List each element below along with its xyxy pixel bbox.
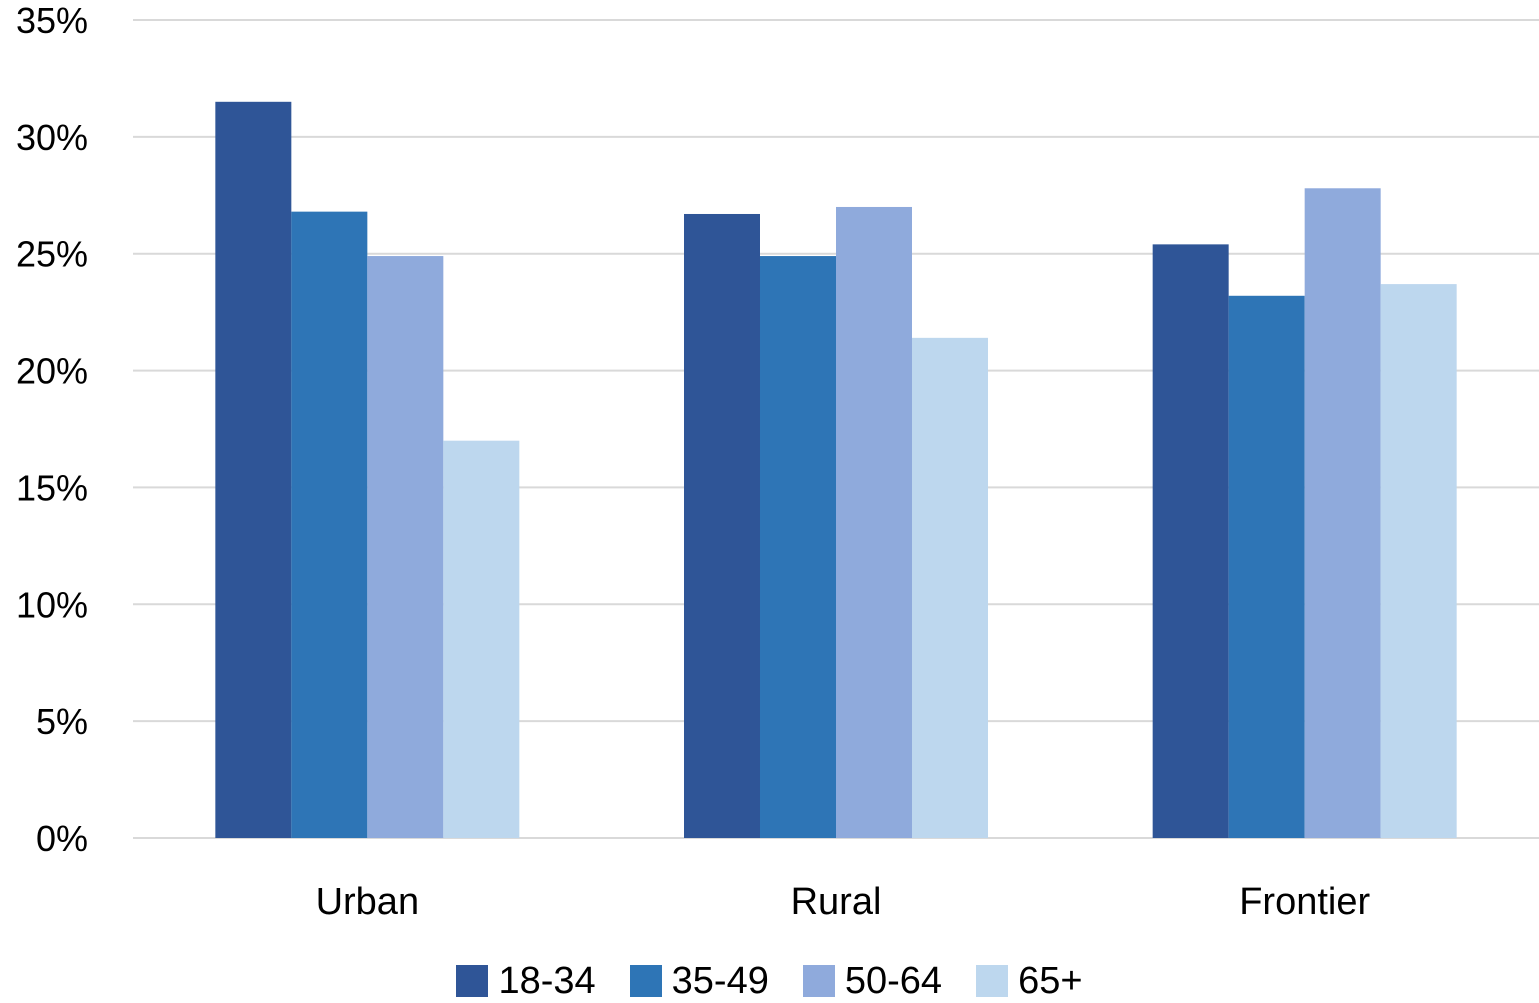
bar-urban-65plus	[443, 440, 520, 838]
x-axis-category-labels: Urban Rural Frontier	[316, 881, 1371, 923]
legend-item: 50-64	[802, 959, 943, 1003]
y-tick-label: 20%	[16, 351, 88, 392]
legend-label: 65+	[1018, 959, 1083, 1002]
bar-rural-65plus	[912, 337, 988, 838]
bar-rural-35-49	[760, 256, 836, 839]
legend-label: 18-34	[498, 959, 596, 1002]
bar-frontier-50-64	[1304, 188, 1381, 838]
legend-label: 50-64	[844, 959, 943, 1002]
legend-swatch	[802, 964, 835, 997]
bar-urban-35-49	[291, 211, 368, 838]
y-tick-label: 15%	[16, 467, 88, 508]
bar-frontier-65plus	[1380, 284, 1457, 838]
y-tick-label: 5%	[36, 701, 88, 742]
legend-swatch	[976, 964, 1009, 997]
bar-urban-50-64	[367, 256, 444, 839]
legend-item: 35-49	[629, 959, 769, 1003]
legend-swatch	[629, 964, 662, 997]
y-tick-label: 25%	[16, 234, 88, 275]
bar-frontier-18-34	[1152, 244, 1229, 838]
y-axis-tick-labels: 0% 5% 10% 15% 20% 25% 30% 35%	[16, 0, 88, 859]
bar-frontier-35-49	[1228, 295, 1305, 839]
category-label: Rural	[791, 881, 882, 923]
bar-rural-50-64	[836, 206, 912, 838]
category-label: Urban	[316, 881, 420, 923]
y-tick-label: 10%	[16, 584, 88, 625]
y-tick-label: 30%	[16, 117, 88, 158]
bars	[215, 101, 1457, 839]
legend-item: 18-34	[456, 959, 596, 1003]
legend-swatch	[456, 964, 489, 997]
legend-label: 35-49	[671, 959, 769, 1002]
bar-urban-18-34	[215, 101, 292, 839]
bar-chart: 0% 5% 10% 15% 20% 25% 30% 35% Urban Rural Frontie…	[16, 0, 1539, 923]
legend: 18-34 35-49 50-64 65+	[0, 958, 1539, 1003]
y-tick-label: 0%	[36, 818, 88, 859]
bar-rural-18-34	[684, 213, 760, 839]
y-tick-label: 35%	[16, 0, 88, 41]
category-label: Frontier	[1239, 881, 1370, 923]
legend-item: 65+	[976, 959, 1083, 1003]
